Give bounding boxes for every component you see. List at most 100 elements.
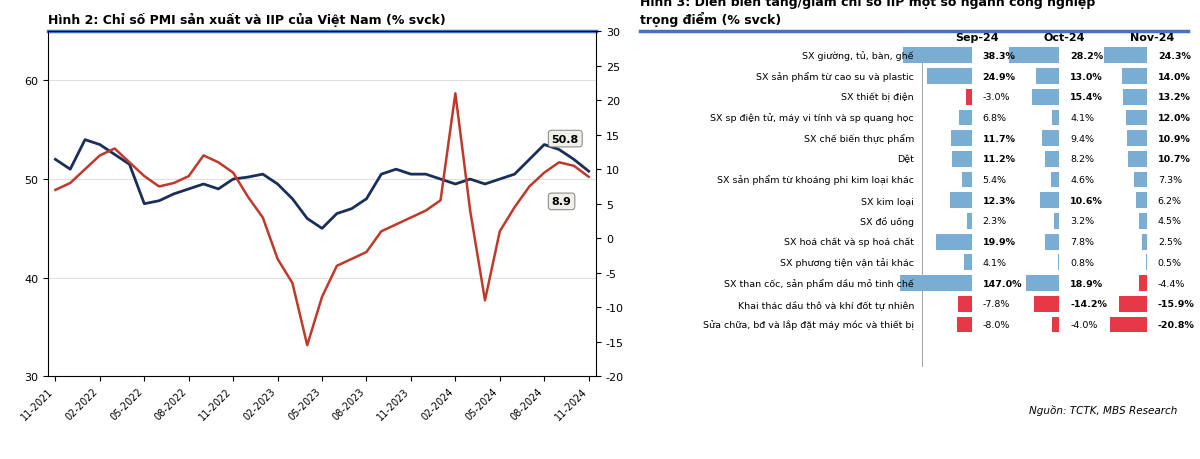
Bar xyxy=(965,255,972,271)
Text: SX than cốc, sản phẩm dầu mỏ tinh chế: SX than cốc, sản phẩm dầu mỏ tinh chế xyxy=(725,279,914,288)
Text: 13.2%: 13.2% xyxy=(1158,93,1190,102)
Text: 11.2%: 11.2% xyxy=(983,155,1015,164)
Text: 2.5%: 2.5% xyxy=(1158,238,1182,246)
Bar xyxy=(1054,213,1060,230)
Text: 18.9%: 18.9% xyxy=(1070,279,1103,288)
Text: -8.0%: -8.0% xyxy=(983,320,1010,329)
Text: 15.4%: 15.4% xyxy=(1070,93,1103,102)
Text: 24.3%: 24.3% xyxy=(1158,52,1190,61)
Text: 24.9%: 24.9% xyxy=(983,73,1015,81)
Text: -7.8%: -7.8% xyxy=(983,300,1010,308)
Text: Nguồn: TCTK, MBS Research: Nguồn: TCTK, MBS Research xyxy=(1028,404,1177,415)
Text: -15.9%: -15.9% xyxy=(1158,300,1195,308)
Text: 14.0%: 14.0% xyxy=(1158,73,1190,81)
Text: 4.5%: 4.5% xyxy=(1158,217,1182,226)
Text: Sửa chữa, bđ và lắp đặt máy móc và thiết bị: Sửa chữa, bđ và lắp đặt máy móc và thiết… xyxy=(703,320,914,330)
Text: Hình 2: Chỉ số PMI sản xuất và IIP của Việt Nam (% svck): Hình 2: Chỉ số PMI sản xuất và IIP của V… xyxy=(48,13,445,27)
Text: 8.2%: 8.2% xyxy=(1070,155,1094,164)
Text: 38.3%: 38.3% xyxy=(983,52,1015,61)
Text: 19.9%: 19.9% xyxy=(983,238,1015,246)
Text: 147.0%: 147.0% xyxy=(983,279,1022,288)
Text: SX kim loại: SX kim loại xyxy=(862,196,914,205)
Bar xyxy=(1009,48,1060,64)
Bar xyxy=(1052,110,1060,126)
Bar xyxy=(966,90,972,106)
Bar xyxy=(1036,69,1060,85)
Bar xyxy=(962,172,972,188)
Bar xyxy=(952,151,972,168)
Text: SX sản phẩm từ khoáng phi kim loại khác: SX sản phẩm từ khoáng phi kim loại khác xyxy=(716,175,914,185)
Text: 28.2%: 28.2% xyxy=(1070,52,1103,61)
Bar xyxy=(1034,296,1060,312)
Bar xyxy=(928,69,972,85)
Bar xyxy=(1122,69,1147,85)
Bar xyxy=(1032,90,1060,106)
Bar xyxy=(1110,317,1147,333)
Bar xyxy=(1128,151,1147,168)
Text: Hình 3: Diễn biến tăng/giảm chỉ số IIP một số ngành công nghiệp
trọng điểm (% sv: Hình 3: Diễn biến tăng/giảm chỉ số IIP m… xyxy=(640,0,1096,27)
Text: 2.3%: 2.3% xyxy=(983,217,1007,226)
Text: Dệt: Dệt xyxy=(898,155,914,164)
Bar xyxy=(1044,151,1060,168)
Bar xyxy=(1118,296,1147,312)
Bar xyxy=(958,296,972,312)
Bar xyxy=(1126,110,1147,126)
Bar xyxy=(1051,172,1060,188)
Text: Khai thác dầu thô và khí đốt tự nhiên: Khai thác dầu thô và khí đốt tự nhiên xyxy=(738,299,914,309)
Bar xyxy=(1045,234,1060,250)
Text: -3.0%: -3.0% xyxy=(983,93,1010,102)
Text: SX đồ uống: SX đồ uống xyxy=(860,217,914,226)
Text: 4.6%: 4.6% xyxy=(1070,176,1094,185)
Bar xyxy=(949,193,972,209)
Text: 9.4%: 9.4% xyxy=(1070,134,1094,143)
Bar xyxy=(1052,317,1060,333)
Bar xyxy=(1026,275,1060,291)
Text: 13.0%: 13.0% xyxy=(1070,73,1103,81)
Text: -14.2%: -14.2% xyxy=(1070,300,1108,308)
Bar xyxy=(959,110,972,126)
Text: Nov-24: Nov-24 xyxy=(1130,33,1175,42)
Bar xyxy=(1104,48,1147,64)
Text: 10.9%: 10.9% xyxy=(1158,134,1190,143)
Bar xyxy=(900,275,972,291)
Bar xyxy=(967,213,972,230)
Text: 50.8: 50.8 xyxy=(552,134,578,144)
Text: -4.4%: -4.4% xyxy=(1158,279,1186,288)
Text: 4.1%: 4.1% xyxy=(1070,114,1094,123)
Text: SX thiết bị điện: SX thiết bị điện xyxy=(841,93,914,102)
Text: -4.0%: -4.0% xyxy=(1070,320,1098,329)
Text: 10.6%: 10.6% xyxy=(1070,196,1103,205)
Bar xyxy=(1128,131,1147,147)
Text: 10.7%: 10.7% xyxy=(1158,155,1190,164)
Bar xyxy=(958,317,972,333)
Bar xyxy=(1057,255,1060,271)
Text: Sep-24: Sep-24 xyxy=(955,33,998,42)
Text: -20.8%: -20.8% xyxy=(1158,320,1195,329)
Bar xyxy=(1142,234,1147,250)
Text: SX sp điện tử, máy vi tính và sp quang học: SX sp điện tử, máy vi tính và sp quang h… xyxy=(710,113,914,123)
Bar xyxy=(1134,172,1147,188)
Bar xyxy=(1139,275,1147,291)
Text: SX chế biến thực phẩm: SX chế biến thực phẩm xyxy=(804,134,914,144)
Bar xyxy=(1123,90,1147,106)
Text: Oct-24: Oct-24 xyxy=(1044,33,1086,42)
Text: 12.3%: 12.3% xyxy=(983,196,1015,205)
Text: 8.9: 8.9 xyxy=(552,197,571,207)
Bar xyxy=(1040,193,1060,209)
Text: 7.3%: 7.3% xyxy=(1158,176,1182,185)
Bar xyxy=(1136,193,1147,209)
Bar xyxy=(1139,213,1147,230)
Text: SX phương tiện vận tải khác: SX phương tiện vận tải khác xyxy=(780,258,914,268)
Text: 4.1%: 4.1% xyxy=(983,258,1007,267)
Bar xyxy=(950,131,972,147)
Text: 0.5%: 0.5% xyxy=(1158,258,1182,267)
Text: SX giường, tủ, bàn, ghế: SX giường, tủ, bàn, ghế xyxy=(803,51,914,61)
Text: 0.8%: 0.8% xyxy=(1070,258,1094,267)
Text: 3.2%: 3.2% xyxy=(1070,217,1094,226)
Bar xyxy=(936,234,972,250)
Bar xyxy=(1043,131,1060,147)
Text: 5.4%: 5.4% xyxy=(983,176,1007,185)
Text: 6.2%: 6.2% xyxy=(1158,196,1182,205)
Bar xyxy=(904,48,972,64)
Text: SX hoá chất và sp hoá chất: SX hoá chất và sp hoá chất xyxy=(784,237,914,247)
